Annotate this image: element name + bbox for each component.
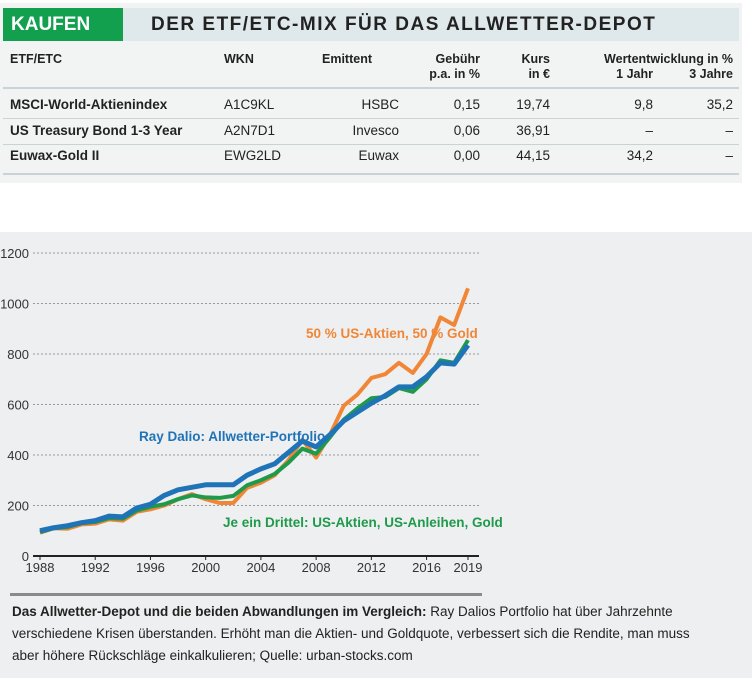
series-label: Je ein Drittel: US-Aktien, US-Anleihen, … [223,515,503,530]
table-header-band: KAUFEN DER ETF/ETC-MIX FÜR DAS ALLWETTER… [3,8,739,41]
divider [3,87,739,89]
x-tick-label: 1988 [26,560,55,575]
col-header-1y: 1 Jahr [616,67,653,81]
x-tick-label: 2019 [454,560,483,575]
cell-name: MSCI-World-Aktienindex [10,97,168,112]
y-tick-label: 0 [22,549,29,564]
cell-fee: 0,15 [453,97,480,112]
col-header-name: ETF/ETC [10,52,63,66]
x-tick-label: 2000 [191,560,220,575]
cell-name: US Treasury Bond 1-3 Year [10,122,183,138]
cell-price: 44,15 [516,148,550,163]
col-header-fee: Gebühr p.a. in % [429,52,480,82]
table-title: DER ETF/ETC-MIX FÜR DAS ALLWETTER-DEPOT [151,14,657,35]
series-line [39,343,471,534]
cell-perf1: 34,2 [626,148,653,163]
series-line [39,287,470,535]
x-tick-label: 2012 [357,560,386,575]
kaufen-badge: KAUFEN [3,8,123,41]
x-tick-label: 1992 [81,560,110,575]
fee-unit: p.a. in % [429,67,480,81]
cell-perf1: 9,8 [634,97,653,112]
etf-table: KAUFEN DER ETF/ETC-MIX FÜR DAS ALLWETTER… [0,3,742,183]
col-header-wkn: WKN [224,52,254,66]
price-label: Kurs [521,52,550,66]
cell-perf3: 35,2 [706,97,733,112]
price-unit: in € [528,67,550,81]
x-tick-label: 2016 [412,560,441,575]
col-header-issuer: Emittent [322,52,372,66]
col-header-price: Kurs in € [522,52,550,82]
col-header-performance: Wertentwicklung in % [604,52,733,66]
divider [3,173,739,175]
cell-wkn: A2N7D1 [224,122,276,138]
y-tick-label: 200 [7,499,29,514]
cell-issuer: Invesco [352,122,399,138]
cell-issuer: HSBC [361,97,399,112]
caption: Das Allwetter-Depot und die beiden Abwan… [12,601,712,667]
cell-issuer: Euwax [358,148,399,163]
x-tick-label: 1996 [136,560,165,575]
cell-wkn: EWG2LD [224,148,282,163]
x-tick-label: 2004 [246,560,275,575]
row-divider [3,143,739,145]
cell-fee: 0,06 [453,122,480,138]
cell-fee: 0,00 [453,148,480,163]
caption-text: Ray Dalios Portfolio hat über Jahrzehnte… [12,604,690,663]
cell-perf1: – [645,122,653,138]
series-label: 50 % US-Aktien, 50 % Gold [306,326,478,341]
cell-price: 19,74 [516,97,550,112]
y-tick-label: 800 [7,347,29,362]
cell-perf3: – [725,148,733,163]
y-tick-label: 600 [7,398,29,413]
y-tick-label: 400 [7,448,29,463]
col-header-3y: 3 Jahre [689,67,733,81]
caption-bold: Das Allwetter-Depot und die beiden Abwan… [12,604,427,619]
y-tick-label: 1200 [0,246,29,261]
caption-rule [10,593,482,596]
y-tick-label: 1000 [0,297,29,312]
fee-label: Gebühr [435,52,480,66]
cell-name: Euwax-Gold II [10,148,100,163]
x-tick-label: 2008 [302,560,331,575]
cell-price: 36,91 [516,122,550,138]
series-label: Ray Dalio: Allwetter-Portfolio [139,429,325,444]
cell-perf3: – [725,122,733,138]
row-divider [3,118,739,119]
cell-wkn: A1C9KL [224,97,275,112]
